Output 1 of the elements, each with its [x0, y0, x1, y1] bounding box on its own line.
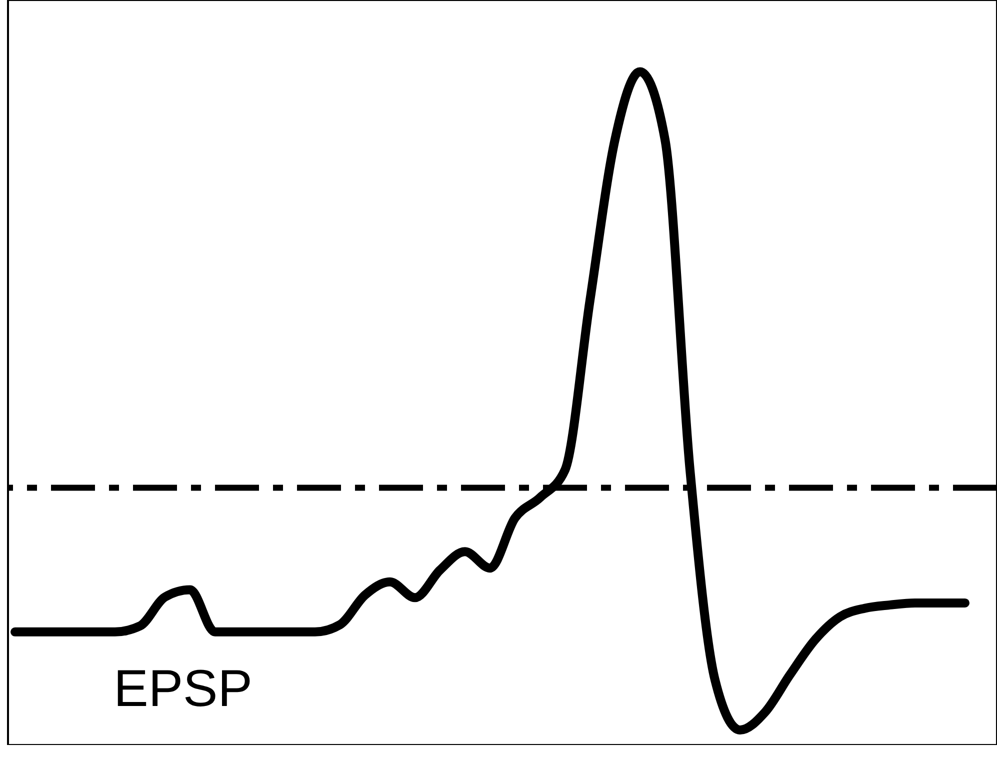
annotation: EPSP: [114, 660, 252, 718]
